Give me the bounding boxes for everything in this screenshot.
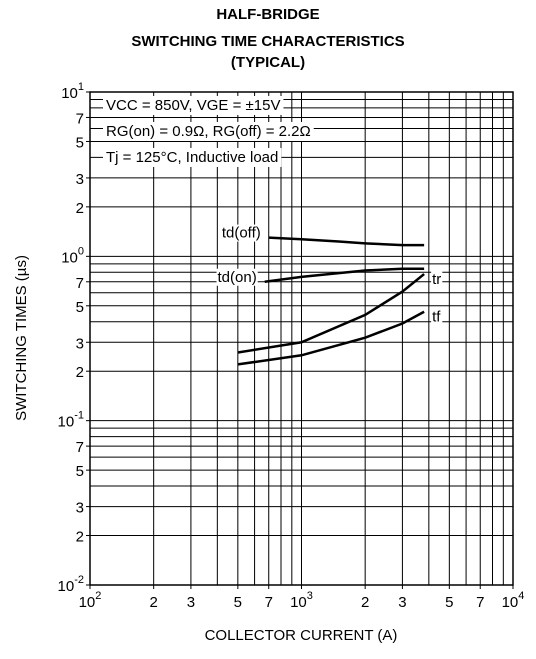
x-tick-label: 102 xyxy=(79,590,102,611)
annotation-background xyxy=(103,147,282,167)
series-label: td(on) xyxy=(218,269,257,286)
y-tick-label: 5 xyxy=(76,463,84,480)
y-tick-label: 2 xyxy=(76,364,84,381)
y-tick-label: 100 xyxy=(61,245,84,266)
series-label: tf xyxy=(432,309,441,326)
x-tick-label: 10 xyxy=(502,594,519,611)
y-tick-label-exponent: -1 xyxy=(74,410,84,422)
y-tick-label: 3 xyxy=(76,335,84,352)
y-tick-label: 10 xyxy=(61,85,78,102)
x-tick-label-exponent: 3 xyxy=(307,590,313,602)
x-tick-label-exponent: 2 xyxy=(95,590,101,602)
y-tick-label: 5 xyxy=(76,299,84,316)
x-tick-label: 3 xyxy=(187,594,195,611)
x-tick-label: 5 xyxy=(234,594,242,611)
x-tick-label: 104 xyxy=(502,590,525,611)
y-tick-label: 2 xyxy=(76,528,84,545)
x-tick-label: 5 xyxy=(445,594,453,611)
y-tick-label: 7 xyxy=(76,439,84,456)
y-tick-label: 10 xyxy=(61,249,78,266)
annotation-background xyxy=(103,95,284,115)
y-tick-label: 10-1 xyxy=(58,410,84,431)
y-axis-label: SWITCHING TIMES (µs) xyxy=(13,255,30,421)
series-line xyxy=(237,273,425,354)
y-tick-label: 2 xyxy=(76,364,84,381)
chart-title: (TYPICAL) xyxy=(231,54,305,71)
y-tick-label: 2 xyxy=(76,528,84,545)
y-tick-label: 5 xyxy=(76,134,84,151)
annotation: Tj = 125°C, Inductive load xyxy=(106,149,278,166)
series-label: td(off) xyxy=(222,225,261,242)
y-tick-label: 7 xyxy=(76,275,84,292)
y-tick-label: 3 xyxy=(76,171,84,188)
y-tick-label: 2 xyxy=(76,200,84,217)
x-tick-label: 103 xyxy=(290,590,313,611)
series-label-background xyxy=(431,308,443,326)
x-tick-label: 7 xyxy=(265,594,273,611)
chart-title: HALF-BRIDGE xyxy=(216,6,319,23)
x-tick-label: 7 xyxy=(265,594,273,611)
annotation-background xyxy=(103,121,314,141)
x-tick-label: 10 xyxy=(290,594,307,611)
x-tick-label: 2 xyxy=(149,594,157,611)
annotation: RG(on) = 0.9Ω, RG(off) = 2.2Ω xyxy=(106,123,311,140)
x-axis-label: COLLECTOR CURRENT (A) xyxy=(205,627,398,644)
y-tick-label: 2 xyxy=(76,200,84,217)
y-tick-label: 7 xyxy=(76,110,84,127)
x-tick-label: 5 xyxy=(445,594,453,611)
y-tick-label: 3 xyxy=(76,171,84,188)
x-tick-label: 3 xyxy=(187,594,195,611)
chart-title: SWITCHING TIME CHARACTERISTICS xyxy=(131,33,404,50)
y-tick-label: 3 xyxy=(76,335,84,352)
x-tick-label: 3 xyxy=(398,594,406,611)
y-tick-label: 3 xyxy=(76,500,84,517)
y-tick-label-exponent: -2 xyxy=(74,574,84,586)
x-tick-label-exponent: 4 xyxy=(518,590,524,602)
y-tick-label: 10 xyxy=(58,578,75,595)
y-tick-label: 101 xyxy=(61,81,84,102)
series-line xyxy=(264,267,425,284)
x-tick-label: 10 xyxy=(79,594,96,611)
y-tick-label: 5 xyxy=(76,463,84,480)
series-label: tr xyxy=(432,271,441,288)
y-tick-label: 5 xyxy=(76,134,84,151)
series-label-background xyxy=(431,271,443,289)
annotation: VCC = 850V, VGE = ±15V xyxy=(106,97,280,114)
y-tick-label: 10-2 xyxy=(58,574,84,595)
y-tick-label-exponent: 1 xyxy=(78,81,84,93)
x-tick-label: 2 xyxy=(149,594,157,611)
x-tick-label: 5 xyxy=(234,594,242,611)
x-tick-label: 7 xyxy=(476,594,484,611)
y-tick-label: 10 xyxy=(58,414,75,431)
x-tick-label: 2 xyxy=(361,594,369,611)
y-tick-label: 7 xyxy=(76,275,84,292)
x-tick-label: 7 xyxy=(476,594,484,611)
y-tick-label: 5 xyxy=(76,299,84,316)
series-line xyxy=(268,236,425,247)
x-tick-label: 3 xyxy=(398,594,406,611)
y-tick-label: 7 xyxy=(76,439,84,456)
x-tick-label: 2 xyxy=(361,594,369,611)
series-line xyxy=(237,310,425,366)
y-tick-label: 7 xyxy=(76,110,84,127)
series-label-background xyxy=(220,224,262,242)
series-label-background xyxy=(216,268,258,286)
y-tick-label: 3 xyxy=(76,500,84,517)
y-tick-label-exponent: 0 xyxy=(78,245,84,257)
